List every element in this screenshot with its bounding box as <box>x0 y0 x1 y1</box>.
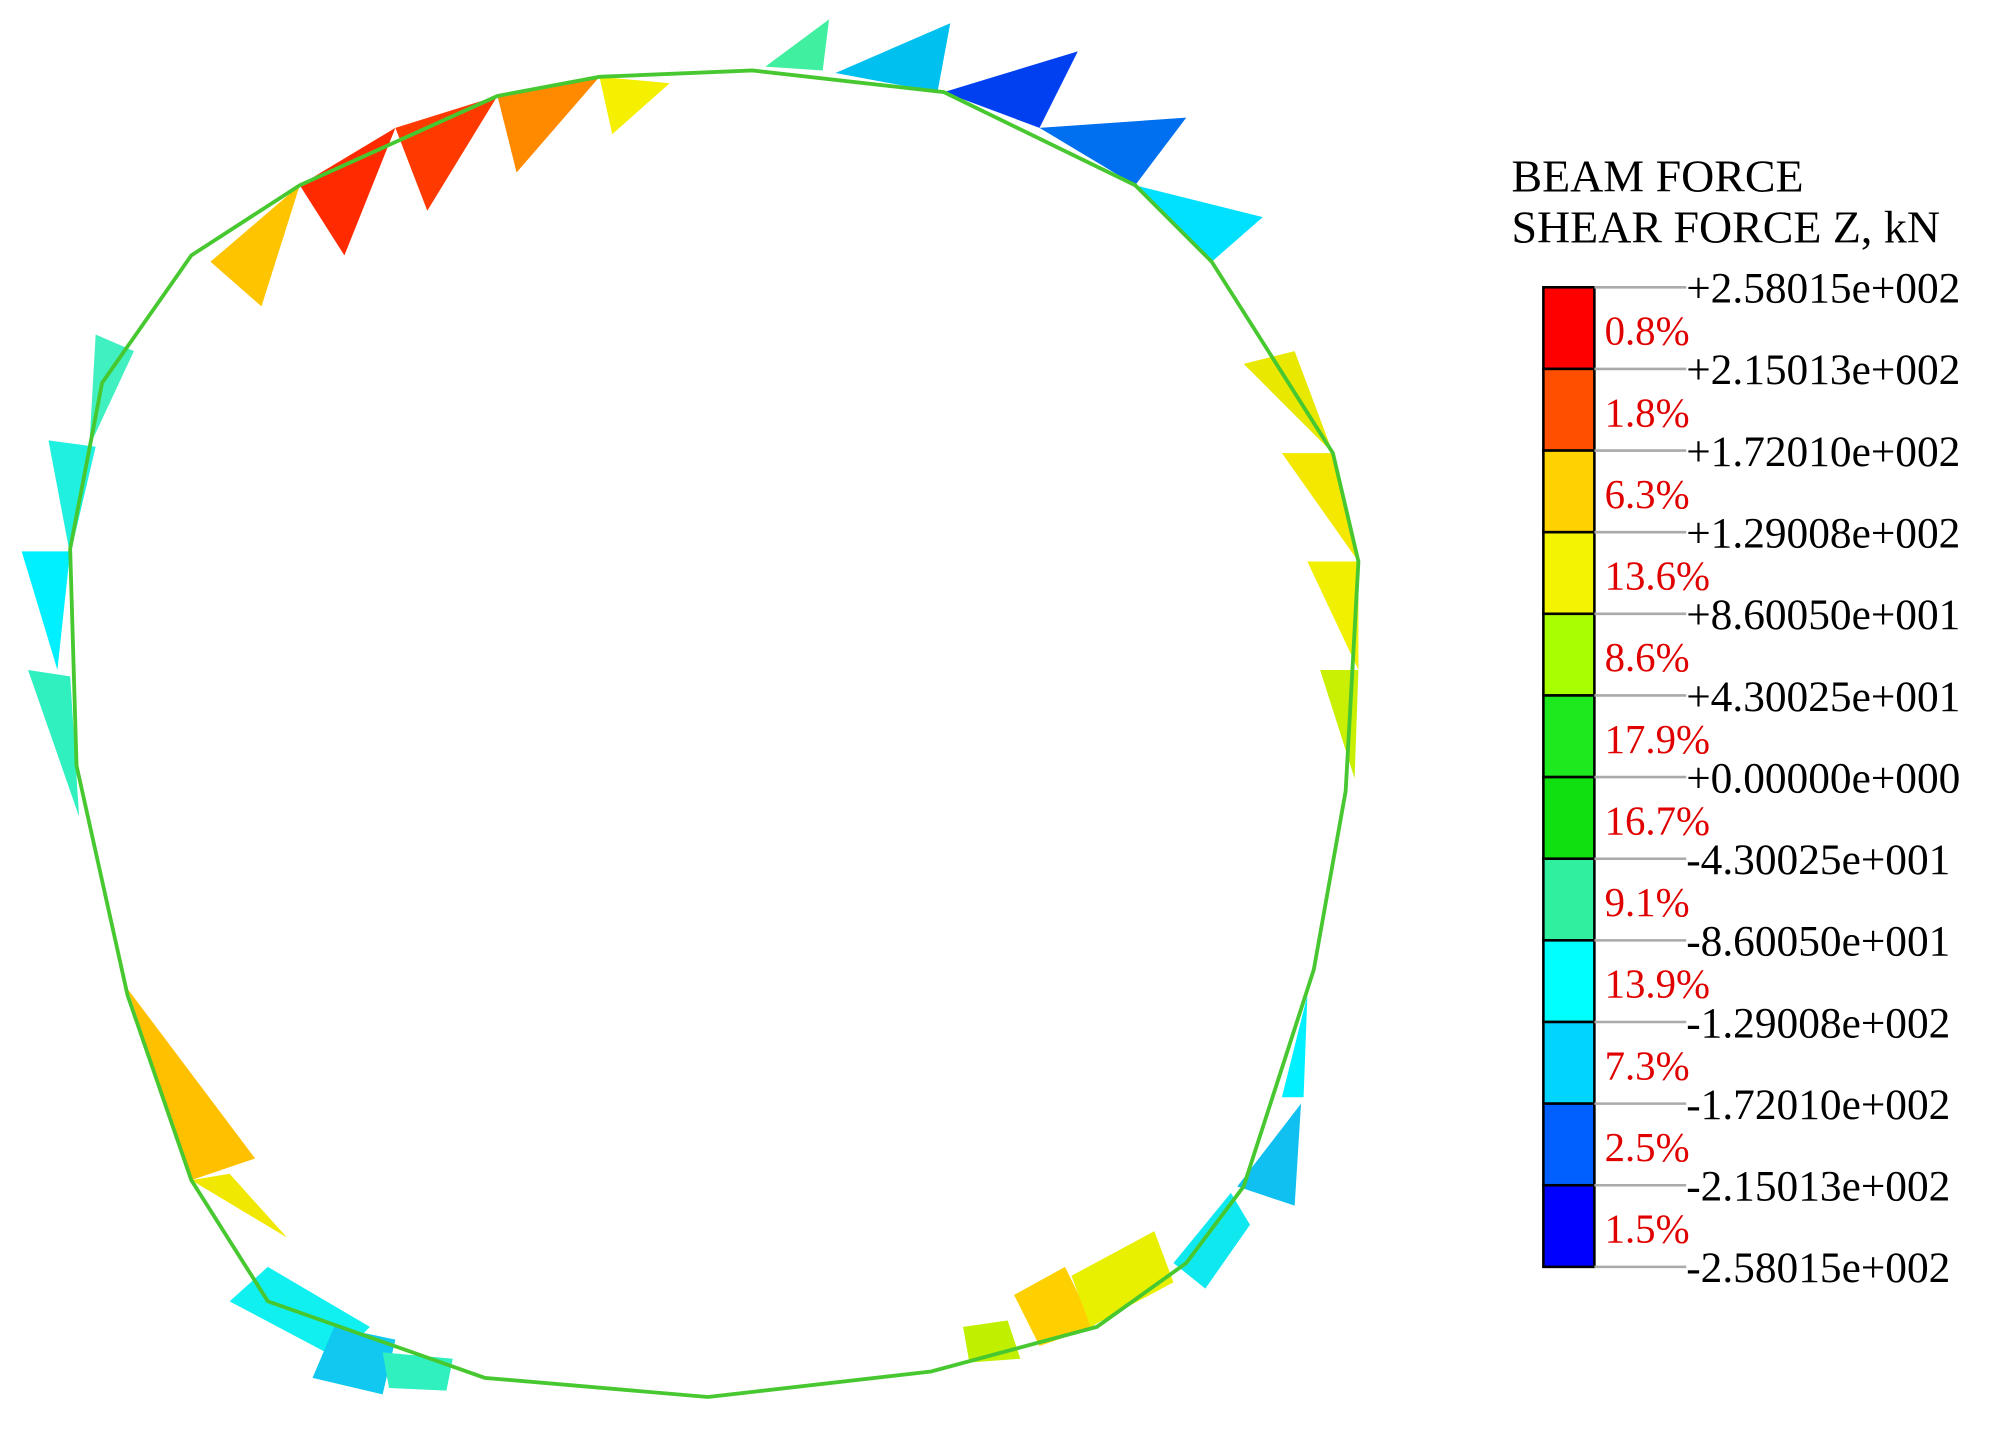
force-shape <box>1135 185 1263 262</box>
band-percent: 16.7% <box>1605 798 1710 843</box>
force-shape <box>943 51 1078 128</box>
band-percent: 1.5% <box>1605 1207 1690 1252</box>
legend-title: BEAM FORCE <box>1511 151 1803 202</box>
color-band <box>1542 939 1596 1024</box>
force-shape <box>1243 351 1333 454</box>
force-shape <box>1237 1103 1302 1206</box>
band-percent: 7.3% <box>1605 1043 1690 1088</box>
force-shape <box>765 19 830 71</box>
force-shape <box>1307 561 1359 670</box>
level-label: -2.58015e+002 <box>1686 1244 1950 1292</box>
force-diagram <box>21 19 1361 1399</box>
level-label: -1.72010e+002 <box>1686 1081 1950 1129</box>
color-band <box>1542 449 1596 534</box>
level-label: -8.60050e+001 <box>1686 918 1950 966</box>
color-band <box>1542 530 1596 616</box>
color-band <box>1542 857 1596 942</box>
force-shape <box>497 76 600 173</box>
force-shape <box>599 76 670 135</box>
color-band <box>1542 367 1596 452</box>
force-shape <box>299 127 396 256</box>
force-shape <box>835 23 951 93</box>
color-band <box>1542 612 1596 697</box>
color-band <box>1542 775 1596 860</box>
force-shape <box>382 1352 453 1391</box>
tunnel-lining <box>68 68 1361 1399</box>
force-shape <box>89 334 134 447</box>
level-label: -2.15013e+002 <box>1686 1163 1950 1211</box>
force-shape <box>1281 995 1308 1098</box>
level-label: -1.29008e+002 <box>1686 999 1950 1047</box>
band-percent: 2.5% <box>1605 1125 1690 1170</box>
band-percent: 0.8% <box>1605 309 1690 354</box>
force-shape <box>1039 117 1187 186</box>
level-label: +0.00000e+000 <box>1686 754 1960 802</box>
band-percent: 8.6% <box>1605 635 1690 680</box>
color-band <box>1542 1020 1596 1105</box>
force-shape <box>191 1173 287 1238</box>
force-shape <box>1014 1266 1095 1346</box>
legend: BEAM FORCE SHEAR FORCE Z, kN 0.8% 1.8% 6.3… <box>1511 151 1960 1293</box>
level-label: +1.29008e+002 <box>1686 509 1960 557</box>
band-percent: 17.9% <box>1605 717 1710 762</box>
force-shape <box>1071 1231 1174 1327</box>
force-shape <box>28 669 80 817</box>
band-percent: 13.6% <box>1605 554 1710 599</box>
band-percent: 13.9% <box>1605 962 1710 1007</box>
force-shape <box>21 551 71 670</box>
force-shape <box>395 95 498 211</box>
force-shape <box>127 988 256 1181</box>
color-band <box>1542 1102 1596 1187</box>
color-band <box>1542 1183 1596 1269</box>
band-percent: 1.8% <box>1605 390 1690 435</box>
legend-title: SHEAR FORCE Z, kN <box>1511 202 1940 253</box>
force-shape <box>210 185 300 307</box>
band-percent: 6.3% <box>1605 472 1690 517</box>
force-shape <box>312 1326 396 1395</box>
force-shape <box>1173 1192 1250 1289</box>
band-percent: 9.1% <box>1605 880 1690 925</box>
level-label: +4.30025e+001 <box>1686 673 1960 721</box>
color-band <box>1542 694 1596 779</box>
level-label: +1.72010e+002 <box>1686 428 1960 476</box>
level-label: +8.60050e+001 <box>1686 591 1960 639</box>
color-band <box>1542 286 1596 371</box>
level-label: -4.30025e+001 <box>1686 836 1950 884</box>
level-label: +2.58015e+002 <box>1686 265 1960 313</box>
level-label: +2.15013e+002 <box>1686 346 1960 394</box>
